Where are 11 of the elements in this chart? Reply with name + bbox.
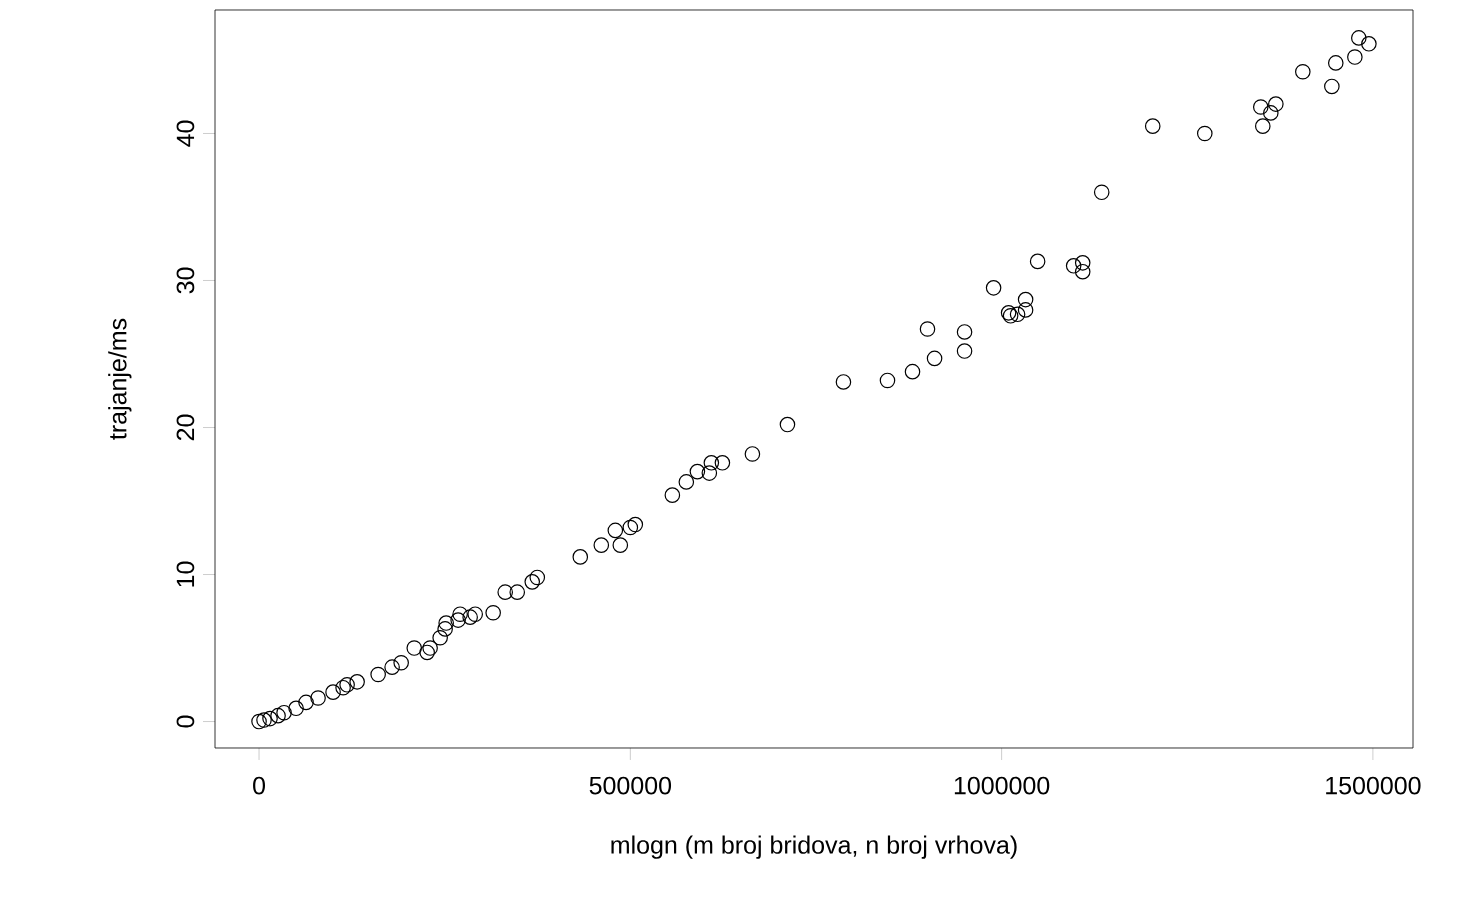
x-tick-label: 0	[253, 776, 266, 795]
x-tick-label: 500000	[589, 776, 672, 795]
y-axis-title: trajanje/ms	[108, 318, 132, 440]
x-axis-title: mlogn (m broj bridova, n broj vrhova)	[611, 835, 1017, 859]
y-tick-label: 10	[176, 561, 195, 587]
y-tick-label: 40	[176, 120, 195, 147]
y-tick-label: 0	[176, 715, 195, 728]
y-tick-label: 20	[176, 414, 195, 441]
x-tick-label: 1000000	[954, 776, 1050, 795]
x-tick-label: 1500000	[1326, 776, 1421, 795]
y-tick-label: 30	[176, 267, 195, 294]
